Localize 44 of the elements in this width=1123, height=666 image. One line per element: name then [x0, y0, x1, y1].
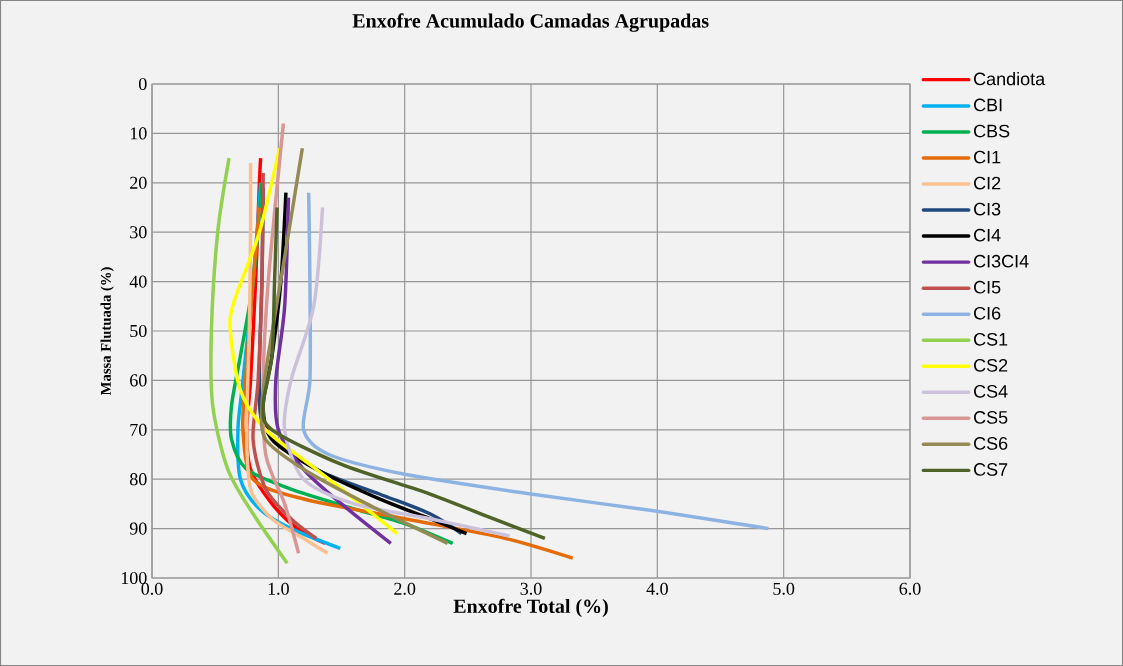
legend-label: CBS — [974, 124, 1010, 138]
legend-label: CI6 — [974, 306, 1001, 320]
y-tick-label: 30 — [130, 226, 147, 239]
y-tick-label: 100 — [121, 571, 147, 585]
legend-label: CI3CI4 — [974, 254, 1029, 268]
legend-label: CI1 — [974, 150, 1001, 164]
y-tick-label: 90 — [129, 522, 147, 535]
chart-title: Enxofre Acumulado Camadas Agrupadas — [352, 13, 709, 32]
x-tick-label: 1.0 — [268, 582, 289, 595]
legend-label: Candiota — [974, 72, 1046, 86]
line-series — [301, 190, 771, 531]
legend-label: CS6 — [974, 437, 1008, 450]
x-tick-label: 2.0 — [394, 582, 416, 595]
line-series — [228, 146, 399, 536]
line-series — [261, 205, 547, 541]
legend-label: CI5 — [974, 280, 1001, 294]
y-tick-label: 10 — [130, 127, 147, 140]
legend-label: CI3 — [974, 202, 1001, 216]
x-tick-label: 5.0 — [773, 582, 795, 595]
x-tick-label: 3.0 — [520, 582, 542, 595]
y-tick-label: 60 — [130, 374, 147, 387]
line-series — [259, 146, 450, 546]
legend-label: CS1 — [974, 332, 1008, 346]
legend-label: CBI — [974, 98, 1002, 112]
y-tick-label: 80 — [129, 473, 147, 486]
line-series — [209, 156, 289, 565]
x-tick-label: 0.0 — [141, 582, 163, 595]
legend-label: CI2 — [974, 176, 1001, 190]
y-tick-label: 40 — [129, 275, 147, 288]
y-tick-label: 0 — [138, 77, 147, 91]
line-series — [282, 205, 512, 538]
legend-label: CS5 — [974, 411, 1008, 424]
legend-label: CI4 — [974, 228, 1001, 242]
y-tick-label: 50 — [130, 324, 147, 338]
legend-label: CS7 — [974, 463, 1008, 476]
line-series — [251, 171, 318, 541]
legend-label: CS2 — [974, 358, 1008, 372]
x-tick-label: 6.0 — [899, 582, 921, 595]
x-tick-label: 4.0 — [646, 582, 668, 595]
y-tick-label: 70 — [130, 423, 147, 436]
y-axis-title: Massa Flutuada (%) — [100, 267, 114, 396]
x-axis-title: Enxofre Total (%) — [453, 598, 608, 618]
legend-label: CS4 — [974, 385, 1008, 398]
y-tick-label: 20 — [130, 176, 147, 189]
